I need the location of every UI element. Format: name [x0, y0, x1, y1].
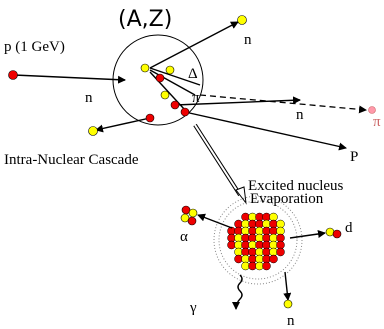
incoming-arrow	[14, 75, 125, 80]
particle	[181, 108, 189, 116]
nucleon	[270, 255, 278, 263]
transition-arrow-head	[236, 187, 246, 203]
nucleon	[277, 248, 285, 256]
diagram: (A,Z) p (1 GeV) n Δ π n π n P Intra-Nucl…	[0, 0, 384, 329]
particle	[156, 74, 164, 82]
particle	[284, 300, 292, 308]
particle-label: n	[296, 107, 304, 123]
particle-label: n	[244, 32, 252, 48]
particle	[166, 66, 174, 74]
nucleus-title: (A,Z)	[118, 7, 172, 32]
particle-label: α	[180, 229, 188, 245]
particle	[188, 217, 196, 225]
particle-label: n	[287, 313, 295, 329]
particle-label: Δ	[188, 66, 198, 82]
incoming-label: p (1 GeV)	[4, 39, 65, 55]
particle	[171, 101, 179, 109]
particle	[333, 230, 341, 238]
transition-arrow	[195, 125, 240, 195]
particle-label: π	[373, 114, 381, 130]
particle	[89, 127, 98, 136]
particle	[146, 114, 154, 122]
nucleus-caption: Evaporation	[250, 191, 324, 207]
proton	[9, 71, 18, 80]
track	[96, 118, 150, 130]
particle-label: γ	[189, 300, 197, 316]
particle	[369, 107, 376, 114]
track	[290, 233, 325, 238]
track	[285, 272, 288, 300]
particle-label: π	[192, 90, 200, 106]
particle-label: P	[350, 149, 358, 165]
track	[185, 112, 346, 148]
particle	[161, 91, 169, 99]
nucleon	[263, 262, 271, 270]
gamma-ray	[236, 275, 242, 309]
particle-label: d	[345, 220, 353, 236]
particle-label: n	[85, 90, 93, 106]
particle	[238, 16, 247, 25]
particle	[189, 209, 197, 217]
cascade-caption: Intra-Nuclear Cascade	[4, 152, 139, 168]
particle	[141, 64, 149, 72]
